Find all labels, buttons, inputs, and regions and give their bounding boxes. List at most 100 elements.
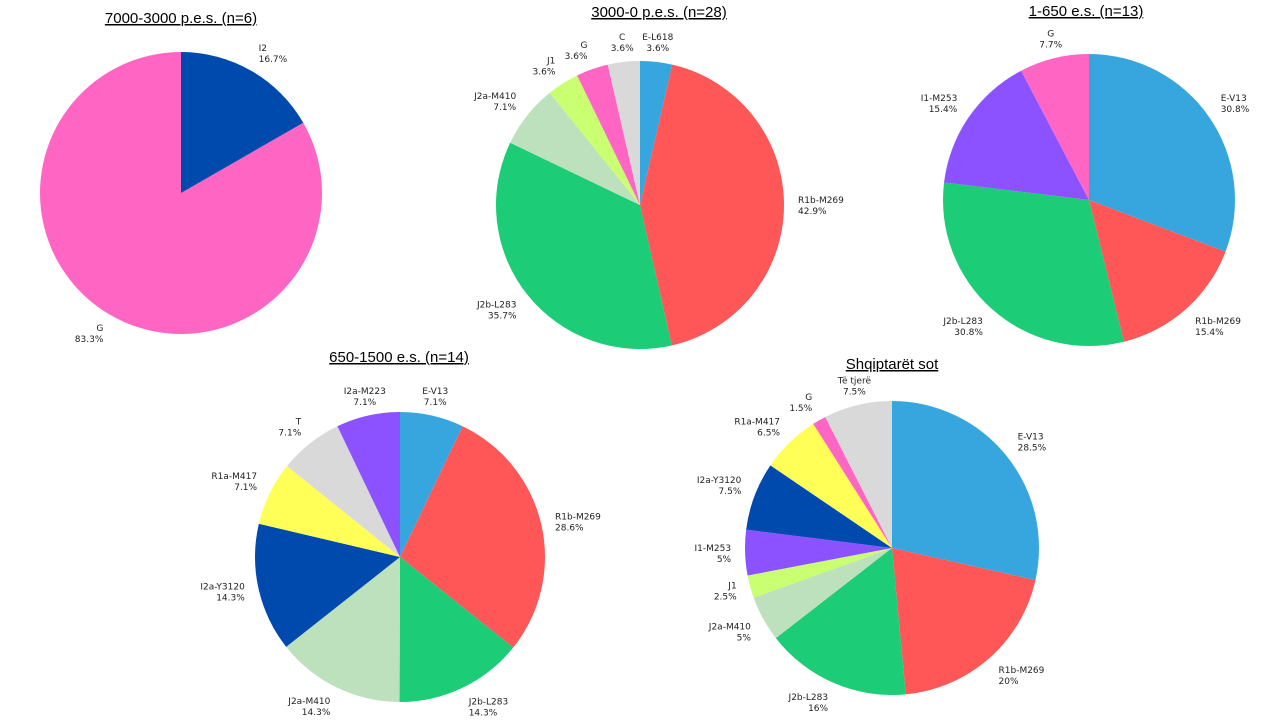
slice-label-e-l618: E-L618 <box>642 33 673 43</box>
slice-pct-r1b-m269: 15.4% <box>1195 328 1224 338</box>
slice-pct-j2b-l283: 16% <box>808 704 828 714</box>
slice-label-r1b-m269: R1b-M269 <box>1195 317 1241 327</box>
slice-pct-j2a-m410: 14.3% <box>302 708 331 718</box>
slice-label-r1b-m269: R1b-M269 <box>999 666 1045 676</box>
slice-pct-j1: 3.6% <box>533 68 556 78</box>
slice-pct-i1-m253: 5% <box>717 555 732 565</box>
slice-label-i1-m253: I1-M253 <box>695 544 732 554</box>
slice-label-i2a-y3120: I2a-Y3120 <box>200 583 245 593</box>
slice-pct-j2b-l283: 14.3% <box>469 708 498 718</box>
slice-label-e-v13: E-V13 <box>1221 94 1247 104</box>
slice-label-c: C <box>619 33 625 43</box>
pie-slice-j1 <box>747 548 892 598</box>
slice-label-g: G <box>1047 30 1054 40</box>
slice-pct-r1a-m417: 7.1% <box>234 483 257 493</box>
pie-slice-e-l618 <box>640 61 673 205</box>
slice-label-t: T <box>295 417 302 427</box>
slice-label-j2a-m410: J2a-M410 <box>287 697 330 707</box>
slice-label-r1b-m269: R1b-M269 <box>798 196 844 206</box>
pie-slice-r1a-m417 <box>258 466 400 557</box>
slice-pct-t: 7.1% <box>278 428 301 438</box>
pie-slice-j2a-m410 <box>286 557 400 702</box>
slice-pct-r1a-m417: 6.5% <box>757 428 780 438</box>
pie-slice-r1b-m269 <box>1089 200 1226 342</box>
pie-slice-j2a-m410 <box>510 92 640 205</box>
pie-slice-i2a-y3120 <box>255 523 400 647</box>
pie-slice-j2b-l283 <box>775 548 906 696</box>
pie-slice-t-tjer <box>825 401 892 548</box>
slice-pct-r1b-m269: 20% <box>999 677 1019 687</box>
pie-slice-g <box>40 52 323 334</box>
slice-pct-j2a-m410: 5% <box>737 634 752 644</box>
slice-label-g: G <box>805 393 812 403</box>
slice-label-j1: J1 <box>727 582 736 592</box>
slice-pct-g: 3.6% <box>565 52 588 62</box>
slice-pct-i1-m253: 15.4% <box>929 105 958 115</box>
pie-3 <box>942 54 1235 347</box>
pie-slice-i2a-y3120 <box>746 465 892 548</box>
pie-slice-t <box>287 426 400 557</box>
chart-title-3000-0: 3000-0 p.e.s. (n=28) <box>591 4 727 21</box>
slice-pct-g: 7.7% <box>1039 41 1062 51</box>
slice-label-j1: J1 <box>546 57 555 67</box>
slice-pct-c: 3.6% <box>611 44 634 54</box>
slice-pct-i2a-m223: 7.1% <box>353 398 376 408</box>
slice-label-e-v13: E-V13 <box>422 387 448 397</box>
slice-label-t-tjer: Të tjerë <box>837 376 872 386</box>
slice-label-j2b-l283: J2b-L283 <box>942 317 983 327</box>
slice-pct-i2: 16.7% <box>259 55 288 65</box>
slice-label-e-v13: E-V13 <box>1018 432 1044 442</box>
pie-1 <box>40 51 323 334</box>
slice-pct-e-v13: 28.5% <box>1018 443 1047 453</box>
pie-slice-g <box>1021 54 1089 200</box>
slice-label-i2a-m223: I2a-M223 <box>344 387 386 397</box>
slice-pct-r1b-m269: 28.6% <box>555 524 584 534</box>
slice-label-j2b-l283: J2b-L283 <box>476 301 517 311</box>
pie-slice-i1-m253 <box>744 529 892 576</box>
slice-label-i1-m253: I1-M253 <box>921 94 958 104</box>
pie-4 <box>255 412 545 703</box>
chart-title-650-1500: 650-1500 e.s. (n=14) <box>329 349 469 366</box>
slice-pct-r1b-m269: 42.9% <box>798 207 827 217</box>
pie-slice-r1a-m417 <box>770 423 892 548</box>
chart-title-shqiptaret-sot: Shqiptarët sot <box>846 356 939 373</box>
pie-slice-r1b-m269 <box>892 548 1036 695</box>
slice-pct-j2b-l283: 35.7% <box>488 312 517 322</box>
pie-slice-r1b-m269 <box>640 64 784 346</box>
pie-slice-i2a-m223 <box>337 412 400 557</box>
pie-slice-r1b-m269 <box>400 426 545 648</box>
pie-slice-g <box>577 64 640 205</box>
pie-slice-i2 <box>181 51 304 194</box>
slice-pct-j2a-m410: 7.1% <box>493 103 516 113</box>
pie-slice-e-v13 <box>892 401 1040 581</box>
slice-pct-g: 1.5% <box>789 404 812 414</box>
slice-label-g: G <box>581 41 588 51</box>
pie-2 <box>495 61 784 350</box>
slice-label-j2a-m410: J2a-M410 <box>708 623 751 633</box>
slice-pct-e-v13: 7.1% <box>424 398 447 408</box>
slice-label-j2b-l283: J2b-L283 <box>788 693 829 703</box>
pie-slice-e-v13 <box>1089 54 1235 252</box>
slice-label-i2a-y3120: I2a-Y3120 <box>697 476 742 486</box>
slice-pct-g: 83.3% <box>75 335 104 345</box>
slice-label-i2: I2 <box>259 44 267 54</box>
chart-title-1-650: 1-650 e.s. (n=13) <box>1029 3 1144 20</box>
slice-label-j2a-m410: J2a-M410 <box>473 92 516 102</box>
pie-slice-i1-m253 <box>944 70 1089 200</box>
slice-label-g: G <box>96 324 103 334</box>
slice-pct-e-v13: 30.8% <box>1221 105 1250 115</box>
slice-label-r1a-m417: R1a-M417 <box>211 472 257 482</box>
pie-slice-j1 <box>549 75 640 206</box>
pie-slice-c <box>607 61 640 205</box>
pie-slice-j2a-m410 <box>753 548 892 639</box>
slice-pct-j1: 2.5% <box>714 593 737 603</box>
slice-label-r1b-m269: R1b-M269 <box>555 513 601 523</box>
pie-slice-e-v13 <box>400 412 463 557</box>
pie-slice-j2b-l283 <box>495 142 672 350</box>
slice-pct-e-l618: 3.6% <box>646 44 669 54</box>
pie-slice-j2b-l283 <box>399 557 514 703</box>
slice-label-r1a-m417: R1a-M417 <box>734 417 780 427</box>
pie-slice-g <box>813 417 892 548</box>
slice-pct-i2a-y3120: 14.3% <box>216 594 245 604</box>
